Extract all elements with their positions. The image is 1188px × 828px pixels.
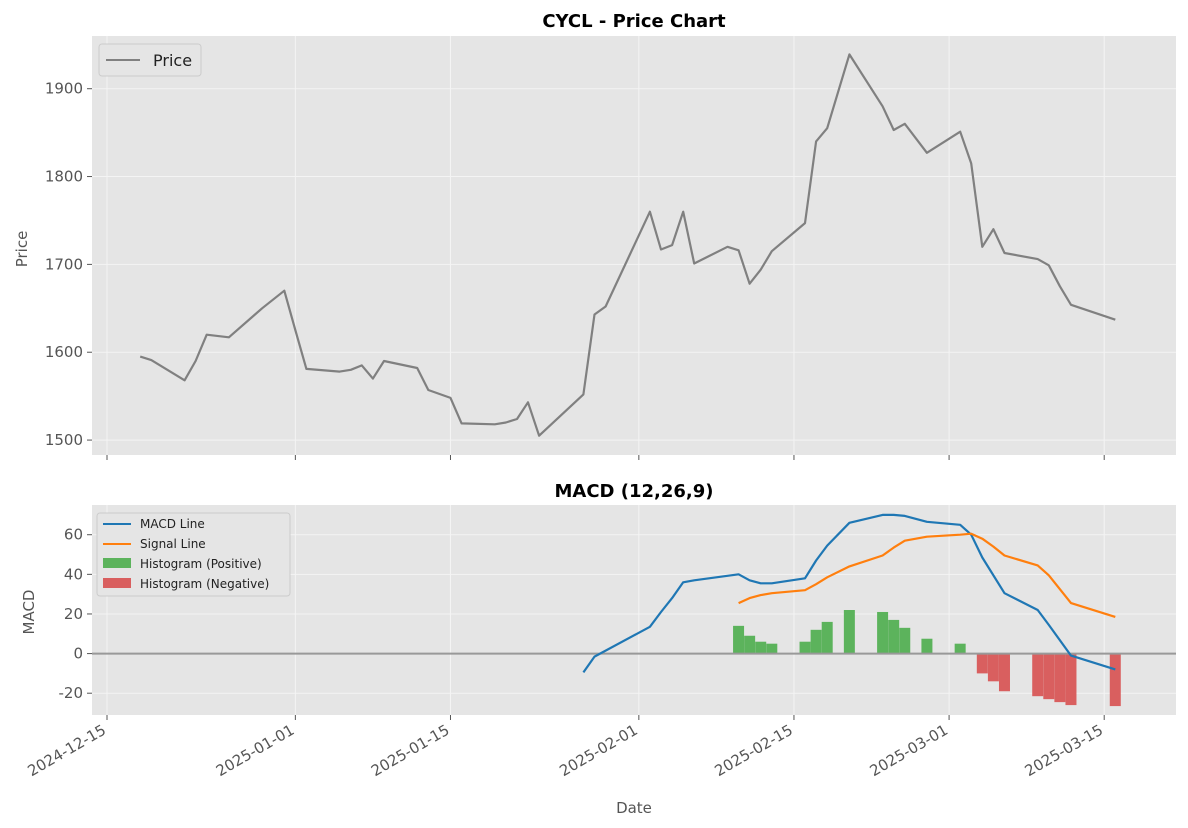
histogram-bar-positive xyxy=(954,643,966,654)
histogram-bar-positive xyxy=(888,619,900,654)
histogram-bar-negative xyxy=(987,653,999,682)
histogram-bar-positive xyxy=(755,641,767,654)
histogram-bar-positive xyxy=(877,611,889,654)
histogram-bar-positive xyxy=(733,625,745,654)
price-legend: Price xyxy=(98,43,202,77)
x-tick-label: 2024-12-15 xyxy=(24,721,109,780)
histogram-positive-legend-swatch xyxy=(103,558,131,568)
macd-line xyxy=(582,513,1116,674)
macd-y-tick-label: -20 xyxy=(59,684,84,702)
histogram-bar-positive xyxy=(766,643,778,654)
price-y-axis-label: Price xyxy=(13,231,31,268)
x-tick-label: 2025-01-15 xyxy=(368,721,453,780)
macd-y-tick-label: 40 xyxy=(64,565,83,583)
macd-y-ticks: -20 0 20 40 60 xyxy=(59,526,92,702)
histogram-bar-positive xyxy=(899,627,911,654)
price-series-layer xyxy=(139,53,1116,437)
signal-line-legend-label: Signal Line xyxy=(140,537,206,551)
histogram-positive-legend-label: Histogram (Positive) xyxy=(140,557,262,571)
macd-y-axis-label: MACD xyxy=(20,590,38,635)
price-legend-box xyxy=(98,43,202,77)
price-y-ticks: 1500 1600 1700 1800 1900 xyxy=(45,80,92,449)
price-y-tick-label: 1500 xyxy=(45,431,83,449)
histogram-bar-negative xyxy=(1032,653,1044,697)
histogram-bar-negative xyxy=(1043,653,1055,700)
macd-y-tick-label: 60 xyxy=(64,526,83,544)
histogram-bar-positive xyxy=(821,621,833,654)
macd-y-tick-label: 0 xyxy=(73,645,83,663)
x-axis-label: Date xyxy=(616,799,652,817)
price-x-ticks xyxy=(106,455,1105,460)
macd-chart-title: MACD (12,26,9) xyxy=(554,481,713,502)
macd-line-legend-label: MACD Line xyxy=(140,517,205,531)
macd-series-layer xyxy=(582,513,1116,674)
x-tick-label: 2025-01-01 xyxy=(213,721,298,780)
histogram-bar-negative xyxy=(998,653,1010,692)
macd-chart-panel: -20 0 20 40 60 2024-12-15 2025-01-01 2025-01-1… xyxy=(20,481,1176,817)
price-y-tick-label: 1800 xyxy=(45,168,83,186)
price-y-tick-label: 1700 xyxy=(45,255,83,273)
histogram-bar-positive xyxy=(921,638,933,654)
histogram-bar-negative xyxy=(1065,653,1077,706)
histogram-negative-legend-label: Histogram (Negative) xyxy=(140,577,269,591)
histogram-bar-negative xyxy=(976,653,988,674)
histogram-bar-positive xyxy=(810,629,822,654)
price-legend-label: Price xyxy=(153,51,192,70)
price-y-tick-label: 1900 xyxy=(45,80,83,98)
macd-legend: MACD Line Signal Line Histogram (Positiv… xyxy=(96,512,291,597)
x-tick-label: 2025-03-01 xyxy=(867,721,952,780)
price-line xyxy=(139,53,1116,437)
histogram-negative-legend-swatch xyxy=(103,578,131,588)
price-grid xyxy=(92,36,1176,455)
histogram-bar-positive xyxy=(799,641,811,654)
macd-legend-box xyxy=(96,512,291,597)
histogram-bar-positive xyxy=(744,635,756,654)
macd-histogram-layer xyxy=(733,610,1121,707)
price-chart-title: CYCL - Price Chart xyxy=(542,11,726,32)
price-y-tick-label: 1600 xyxy=(45,343,83,361)
x-tick-label: 2025-03-15 xyxy=(1022,721,1107,780)
signal-line xyxy=(738,532,1116,618)
macd-x-ticks: 2024-12-15 2025-01-01 2025-01-15 2025-02-01… xyxy=(24,715,1106,780)
histogram-bar-positive xyxy=(843,610,855,654)
x-tick-label: 2025-02-01 xyxy=(556,721,641,780)
macd-y-tick-label: 20 xyxy=(64,605,83,623)
histogram-bar-negative xyxy=(1054,653,1066,703)
histogram-bar-negative xyxy=(1109,653,1121,707)
x-tick-label: 2025-02-15 xyxy=(711,721,796,780)
